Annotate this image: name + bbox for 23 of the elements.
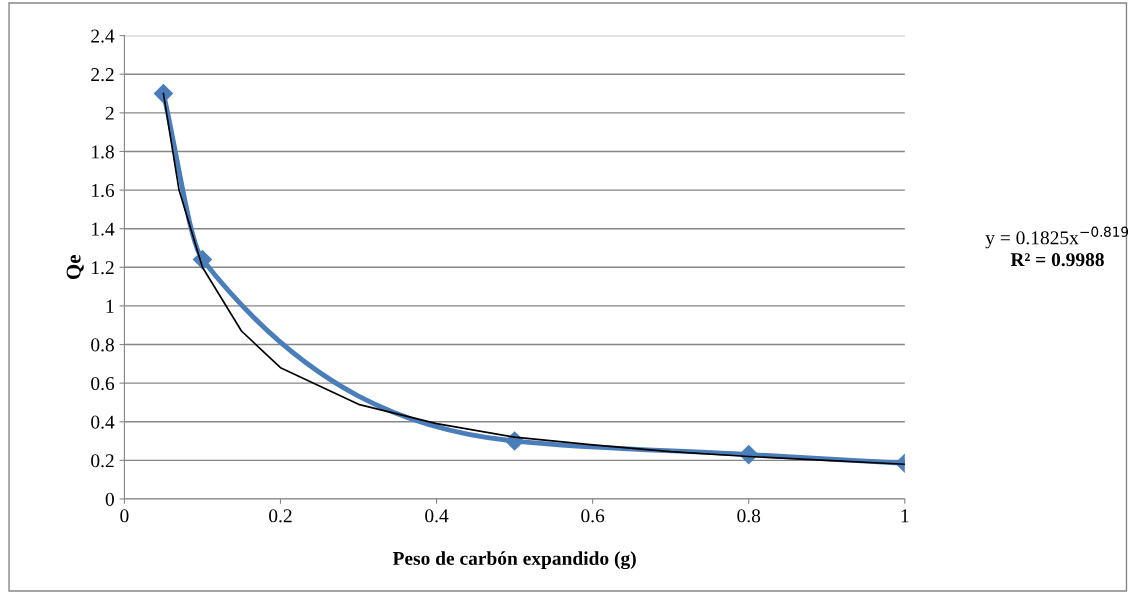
x-tick-label: 0.8 <box>737 509 761 523</box>
text: y = 0.1825x$^{−0.819}$ <box>985 226 1129 249</box>
y-tick-label: 2.2 <box>91 68 114 82</box>
x-tick-label: 0.2 <box>269 509 292 523</box>
text: R² = 0.9988 <box>1010 253 1104 267</box>
y-tick-label: 0.2 <box>91 454 114 468</box>
x-tick-label: 1 <box>901 509 909 523</box>
x-tick-label: 0.4 <box>425 509 449 523</box>
x-tick-label: 0.6 <box>581 509 605 523</box>
y-tick-label: 2.4 <box>91 29 115 43</box>
y-axis-title: Qe <box>66 255 84 280</box>
y-tick-label: 1.6 <box>92 183 115 198</box>
y-tick-label: 0.4 <box>91 415 115 429</box>
y-tick-label: 0 <box>105 492 114 506</box>
y-tick-label: 0.8 <box>91 338 114 352</box>
y-tick-label: 1.8 <box>92 145 114 159</box>
y-tick-label: 1.4 <box>92 222 115 236</box>
y-tick-label: 2 <box>105 106 114 120</box>
x-tick-label: 0 <box>120 509 129 523</box>
x-axis-title: Peso de carbón expandido (g) <box>392 551 636 570</box>
y-tick-label: 0.6 <box>91 376 115 391</box>
y-tick-label: 1 <box>106 299 114 313</box>
y-tick-label: 1.2 <box>92 261 114 275</box>
